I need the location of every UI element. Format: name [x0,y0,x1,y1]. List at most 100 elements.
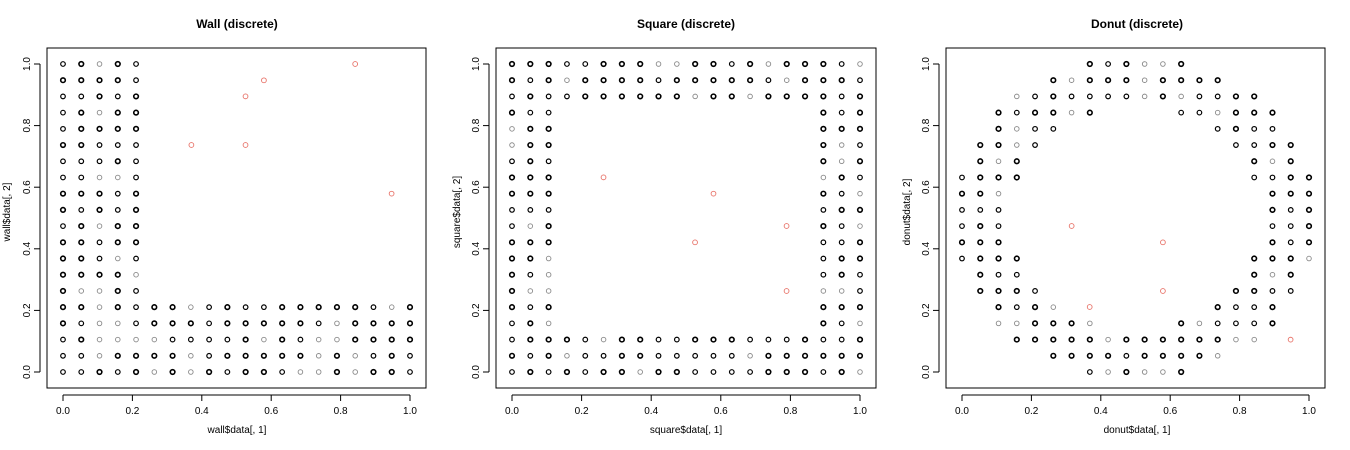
lattice-point [115,174,121,181]
lattice-point [1032,125,1038,132]
highlight-point [1068,223,1075,229]
lattice-point [352,369,358,375]
lattice-point [388,336,395,343]
lattice-point [315,304,322,311]
lattice-point [1105,61,1112,67]
lattice-point [857,223,863,229]
lattice-point [995,206,1002,213]
lattice-point [783,93,790,100]
lattice-point [545,320,552,327]
lattice-point [838,223,845,230]
lattice-point [637,336,644,343]
lattice-point [838,93,845,100]
lattice-point [114,352,121,359]
lattice-point [60,93,66,100]
lattice-point [1159,352,1166,359]
lattice-point [132,125,140,132]
lattice-point [1014,93,1020,100]
lattice-point [820,109,827,116]
lattice-point [1214,77,1221,84]
x-tick-label: 0.0 [505,406,519,417]
lattice-point [977,255,984,262]
lattice-point [637,60,644,68]
lattice-point [78,77,85,84]
lattice-point [977,141,984,149]
lattice-point [545,158,552,165]
lattice-point [1031,304,1039,311]
lattice-point [132,223,140,230]
highlight-point [388,190,395,197]
lattice-point [710,352,717,359]
lattice-point [169,336,176,343]
lattice-point [78,304,85,311]
lattice-point [545,223,552,230]
lattice-point [674,61,680,67]
lattice-point [388,368,395,376]
lattice-point [582,369,589,375]
lattice-point [509,93,515,100]
lattice-point [527,223,534,229]
lattice-point [838,368,845,376]
lattice-point [995,109,1002,116]
lattice-point [96,304,103,310]
lattice-point [564,353,570,359]
lattice-point [545,255,552,262]
plot-frame [46,47,427,389]
lattice-point [509,369,515,375]
y-tick-label: 0.8 [22,118,33,132]
lattice-point [370,304,377,311]
lattice-point [545,352,552,359]
lattice-point [527,174,534,181]
lattice-point [509,223,515,230]
lattice-point [59,190,67,197]
lattice-point [527,190,534,197]
lattice-point [96,190,103,197]
x-tick-label: 1.0 [403,406,417,417]
lattice-point [242,320,249,327]
lattice-point [96,125,103,132]
lattice-point [728,61,735,67]
lattice-point [958,239,966,246]
lattice-point [279,369,286,375]
lattice-point [1251,174,1258,181]
donut-title: Donut (discrete) [1091,17,1183,31]
lattice-point [242,336,249,343]
lattice-point [545,77,552,84]
lattice-point [96,109,103,116]
lattice-point [838,142,845,148]
lattice-point [783,336,790,343]
lattice-point [1141,336,1148,343]
lattice-point [747,60,754,68]
x-tick-label: 0.0 [955,406,969,417]
lattice-point [545,369,552,375]
lattice-point [838,271,845,278]
lattice-point [260,368,267,376]
lattice-point [151,369,158,375]
lattice-point [1251,320,1258,327]
lattice-point [838,255,845,262]
highlight-point [1086,304,1093,310]
lattice-point [114,125,121,132]
lattice-point [334,336,340,343]
lattice-point [96,320,103,327]
lattice-point [527,125,534,132]
lattice-point [1086,77,1093,84]
lattice-point [545,109,552,116]
lattice-point [959,206,965,213]
lattice-point [582,61,589,67]
lattice-point [600,352,607,359]
lattice-point [692,77,699,84]
lattice-point [1013,255,1020,262]
lattice-point [1269,190,1276,197]
lattice-point [1178,336,1185,343]
lattice-point [655,352,662,359]
lattice-point [1269,304,1276,311]
lattice-point [1032,142,1038,148]
lattice-point [1141,369,1148,375]
lattice-point [563,336,571,343]
lattice-point [78,255,85,262]
lattice-point [545,336,552,343]
lattice-point [545,93,552,100]
lattice-point [857,77,863,84]
lattice-point [96,239,103,246]
